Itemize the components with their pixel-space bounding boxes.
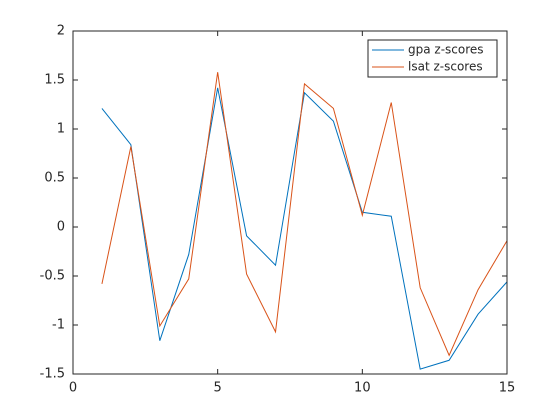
y-tick-label: -1 [52,318,65,333]
y-tick-label: -0.5 [40,269,65,284]
plot-area [73,31,507,374]
y-tick-label: 1 [57,122,65,137]
x-tick-label: 0 [69,381,77,396]
legend-label: lsat z-scores [408,60,483,74]
y-tick-label: 2 [57,24,65,39]
axes-box [72,30,508,375]
series-line [101,72,508,357]
x-tick-label: 5 [214,381,222,396]
series-line [101,87,508,370]
legend-box [367,39,498,78]
y-tick-label: 0.5 [44,171,65,186]
x-tick-label: 15 [499,381,516,396]
y-tick-label: 0 [57,220,65,235]
legend-label: gpa z-scores [408,43,484,57]
y-tick-label: 1.5 [44,73,65,88]
y-tick-label: -1.5 [40,367,65,382]
legend: gpa z-scores lsat z-scores [367,39,498,78]
x-tick-label: 10 [354,381,371,396]
